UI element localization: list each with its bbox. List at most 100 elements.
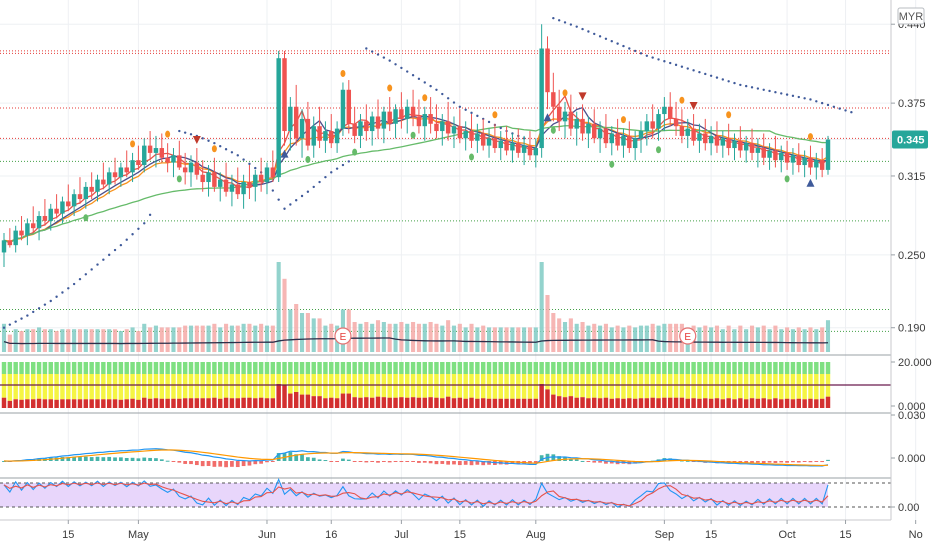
psar-dot <box>826 103 830 107</box>
breadth-bar-green <box>375 362 381 374</box>
breadth-bar-yellow <box>784 374 790 399</box>
breadth-bar-yellow <box>171 374 176 399</box>
psar-dot <box>739 83 742 87</box>
candle-body <box>25 223 30 236</box>
candle-body <box>258 174 264 183</box>
macd-histogram-bar <box>820 461 825 463</box>
macd-histogram-bar <box>773 461 778 463</box>
currency-badge[interactable]: MYR <box>897 7 925 25</box>
breadth-bar-yellow <box>732 374 737 400</box>
psar-dot <box>820 101 824 105</box>
candle-body <box>317 126 322 141</box>
signal-dot-buy <box>469 153 475 161</box>
breadth-bar-red <box>177 398 182 408</box>
breadth-bar-red <box>405 397 410 408</box>
breadth-bar-green <box>720 362 726 374</box>
macd-histogram-bar <box>376 461 380 463</box>
candle-body <box>200 174 205 183</box>
volume-bar <box>54 331 59 352</box>
macd-histogram-bar <box>808 461 813 463</box>
breadth-bar-yellow <box>504 374 509 399</box>
candle-body <box>416 116 422 127</box>
breadth-bar-green <box>650 362 655 374</box>
breadth-bar-green <box>229 362 235 374</box>
volume-bar <box>89 329 94 352</box>
subpanel-tick-label: 0.030 <box>898 410 926 422</box>
psar-dot <box>254 166 257 170</box>
psar-dot <box>324 175 327 179</box>
signal-dot-buy <box>83 214 89 222</box>
breadth-bar-green <box>434 362 439 374</box>
breadth-bar-red <box>66 399 71 408</box>
volume-bar <box>288 309 293 352</box>
psar-dot <box>330 171 333 174</box>
breadth-bar-green <box>101 362 106 374</box>
candle-body <box>212 172 217 187</box>
breadth-bar-yellow <box>802 374 807 400</box>
macd-histogram-bar <box>101 457 106 461</box>
signal-triangle-down <box>192 136 201 145</box>
volume-bar <box>498 327 503 352</box>
psar-dot <box>201 137 204 140</box>
candle-body <box>825 139 831 170</box>
candle-body <box>562 111 568 122</box>
volume-bar <box>539 262 544 352</box>
macd-histogram-bar <box>802 461 807 462</box>
breadth-bar-red <box>761 398 766 408</box>
earnings-marker <box>334 327 352 345</box>
psar-dot <box>300 194 304 198</box>
breadth-bar-yellow <box>650 374 655 398</box>
breadth-bar-green <box>527 362 533 374</box>
macd-histogram-bar <box>405 461 410 462</box>
candle-body <box>182 167 188 173</box>
volume-bar <box>136 331 141 352</box>
candle-body <box>574 118 579 129</box>
volume-bar <box>668 323 673 352</box>
psar-dot <box>78 277 82 281</box>
breadth-bar-yellow <box>679 374 685 398</box>
macd-histogram-bar <box>323 460 328 462</box>
breadth-bar-yellow <box>7 374 13 401</box>
psar-dot <box>487 120 491 124</box>
volume-bar <box>241 323 246 352</box>
volume-bar <box>212 323 217 352</box>
candle-body <box>480 133 486 146</box>
breadth-bar-green <box>177 362 182 374</box>
breadth-bar-red <box>323 398 328 408</box>
breadth-bar-red <box>305 394 311 408</box>
breadth-bar-red <box>597 398 603 408</box>
volume-bar <box>598 325 603 352</box>
candle-body <box>177 155 182 168</box>
candle-body <box>159 148 165 158</box>
candle-body <box>667 106 673 119</box>
candle-body <box>42 216 48 221</box>
breadth-bar-yellow <box>486 374 492 399</box>
volume-bar <box>124 329 129 352</box>
macd-histogram-bar <box>224 461 228 468</box>
breadth-bar-green <box>726 362 731 374</box>
macd-histogram-bar <box>142 457 147 461</box>
breadth-bar-green <box>124 362 129 374</box>
breadth-bar-yellow <box>773 374 778 399</box>
breadth-bar-green <box>621 362 626 374</box>
psar-dot <box>248 162 251 166</box>
time-tick-label: 15 <box>705 529 717 541</box>
psar-dot <box>563 21 567 24</box>
candle-body <box>165 157 170 163</box>
volume-bar <box>586 325 591 352</box>
macd-histogram-bar <box>417 461 421 463</box>
volume-bar <box>749 325 755 352</box>
candle-body <box>703 133 708 144</box>
breadth-bar-green <box>545 362 550 374</box>
psar-dot <box>815 100 818 103</box>
volume-bar <box>527 327 533 352</box>
breadth-bar-red <box>738 398 743 408</box>
candle-body <box>714 135 720 146</box>
breadth-bar-green <box>802 362 807 374</box>
psar-dot <box>388 59 391 62</box>
psar-dot <box>347 160 350 163</box>
breadth-bar-green <box>574 362 579 374</box>
volume-bar <box>364 322 369 352</box>
breadth-bar-yellow <box>405 374 410 398</box>
volume-bar <box>557 318 562 352</box>
